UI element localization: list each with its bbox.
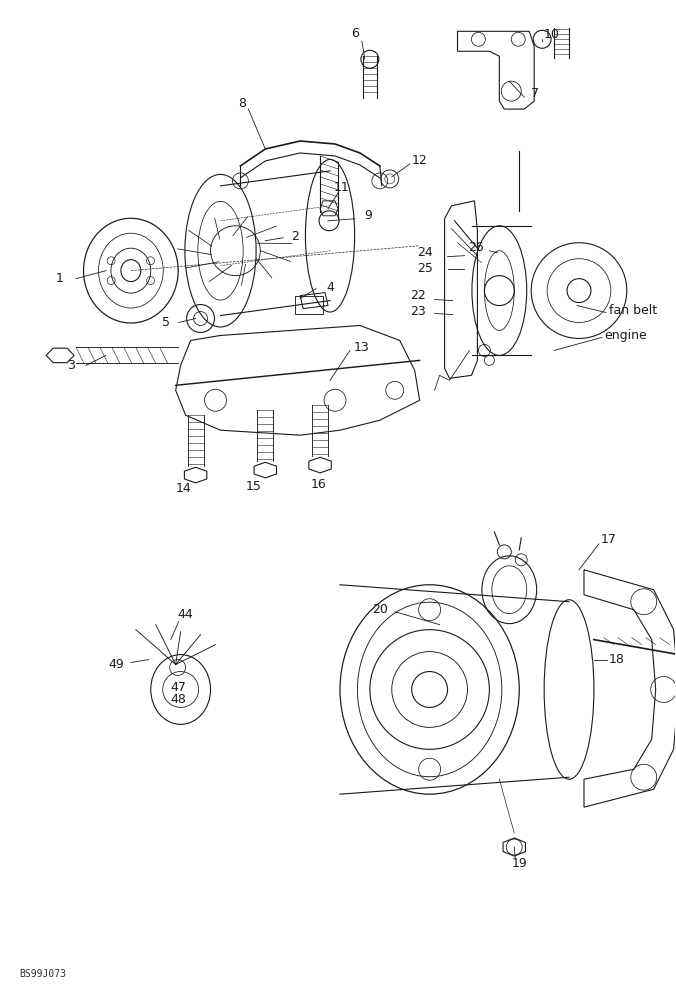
- Text: 15: 15: [245, 480, 262, 493]
- Text: 9: 9: [364, 209, 372, 222]
- Text: BS99J073: BS99J073: [20, 969, 66, 979]
- Text: 22: 22: [410, 289, 426, 302]
- Text: fan belt: fan belt: [609, 304, 657, 317]
- Text: 11: 11: [334, 181, 350, 194]
- Text: 7: 7: [531, 87, 539, 100]
- Text: 14: 14: [176, 482, 191, 495]
- Text: 10: 10: [544, 28, 560, 41]
- Text: 20: 20: [372, 603, 388, 616]
- Text: 3: 3: [67, 359, 75, 372]
- Text: 1: 1: [55, 272, 63, 285]
- Text: 13: 13: [354, 341, 370, 354]
- Text: engine: engine: [604, 329, 647, 342]
- Text: 5: 5: [162, 316, 170, 329]
- Text: 47: 47: [171, 681, 187, 694]
- Text: 49: 49: [108, 658, 124, 671]
- Text: 12: 12: [412, 154, 427, 167]
- Text: 2: 2: [291, 230, 299, 243]
- Text: 26: 26: [468, 241, 484, 254]
- Text: 23: 23: [410, 305, 426, 318]
- Text: 24: 24: [417, 246, 433, 259]
- Text: 44: 44: [178, 608, 193, 621]
- Text: 19: 19: [511, 857, 527, 870]
- Text: 25: 25: [416, 262, 433, 275]
- Text: 6: 6: [351, 27, 359, 40]
- Text: 48: 48: [171, 693, 187, 706]
- Text: 16: 16: [310, 478, 326, 491]
- Text: 4: 4: [326, 281, 334, 294]
- Text: 8: 8: [239, 97, 246, 110]
- Text: 17: 17: [601, 533, 617, 546]
- Text: 18: 18: [609, 653, 625, 666]
